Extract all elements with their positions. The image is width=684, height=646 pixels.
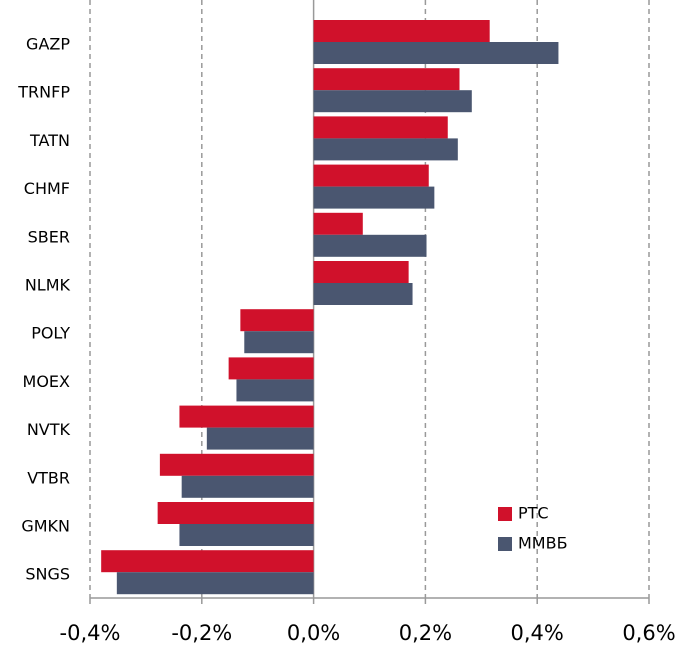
bar: [157, 502, 314, 524]
y-tick-label: MOEX: [23, 372, 71, 391]
x-tick-label: -0,2%: [171, 621, 232, 645]
bar: [240, 309, 314, 332]
bar: [313, 138, 458, 161]
bar: [244, 331, 314, 354]
legend-swatch: [498, 507, 512, 521]
bar: [206, 427, 314, 450]
bar: [313, 116, 448, 139]
x-tick-label: 0,6%: [622, 621, 675, 645]
bar: [313, 68, 460, 91]
y-tick-label: GAZP: [26, 35, 70, 54]
y-tick-label: TATN: [29, 131, 70, 150]
bar: [313, 186, 435, 209]
legend-label: РТС: [518, 504, 549, 523]
bar: [313, 90, 472, 113]
bar: [181, 475, 314, 498]
bar: [116, 572, 314, 595]
y-tick-label: VTBR: [27, 468, 70, 487]
bar: [313, 283, 413, 305]
y-tick-label: SBER: [28, 227, 70, 246]
x-tick-label: 0,2%: [399, 621, 452, 645]
x-tick-label: 0,4%: [511, 621, 564, 645]
bar: [313, 164, 429, 187]
bar: [236, 379, 314, 402]
y-tick-label: SNGS: [25, 565, 70, 584]
bar: [313, 234, 427, 257]
bar: [101, 550, 314, 573]
y-tick-label: TRNFP: [17, 83, 70, 102]
bar: [179, 524, 314, 546]
bar: [228, 357, 314, 380]
y-tick-label: NVTK: [27, 420, 71, 439]
bar: [313, 20, 490, 42]
x-tick-label: 0,0%: [287, 621, 340, 645]
legend-swatch: [498, 537, 512, 551]
bar: [159, 453, 314, 476]
y-tick-label: POLY: [31, 324, 70, 343]
y-tick-label: CHMF: [24, 179, 70, 198]
bar: [313, 42, 559, 64]
bar: [313, 261, 409, 283]
bar: [313, 212, 363, 235]
y-tick-label: GMKN: [21, 517, 70, 536]
legend-label: ММВБ: [518, 534, 568, 553]
y-tick-label: NLMK: [25, 276, 71, 295]
bar: [179, 405, 314, 428]
x-tick-label: -0,4%: [60, 621, 121, 645]
